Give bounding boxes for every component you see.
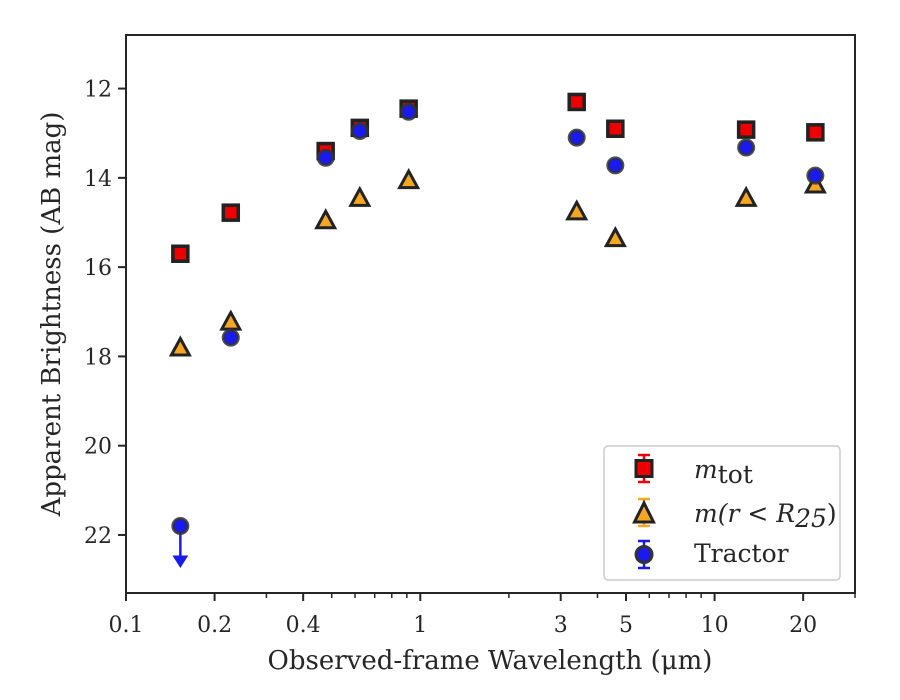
data-marks xyxy=(168,92,827,568)
m-r25-triangle-point xyxy=(314,208,338,230)
tractor-circle-point xyxy=(737,138,756,157)
mtot-square-point xyxy=(567,92,586,112)
mtot-square-point xyxy=(171,244,190,263)
m-r25-triangle-point xyxy=(348,185,372,207)
legend-m-r25-label: m(r < R25) xyxy=(694,499,837,533)
legend-entry-m-r25: m(r < R25) xyxy=(632,497,837,533)
tractor-upper-limit-arrow-head xyxy=(172,555,189,568)
x-tick-label: 20 xyxy=(789,613,817,638)
tractor-circle-point xyxy=(567,128,586,147)
legend-mtot-label: mtot xyxy=(694,455,753,489)
y-tick-label: 14 xyxy=(84,167,112,192)
tractor-circle-point xyxy=(350,121,369,140)
legend-tractor-marker xyxy=(634,545,654,564)
tractor-circle-point xyxy=(221,328,240,347)
legend-mtot-marker xyxy=(634,459,654,478)
m-r25-triangle-point xyxy=(397,167,421,190)
tractor-circle-point xyxy=(806,166,825,185)
y-tick-label: 16 xyxy=(84,256,112,281)
tractor-circle-point xyxy=(606,156,625,175)
m-r25-triangle-point xyxy=(734,185,758,207)
y-axis-label: Apparent Brightness (AB mag) xyxy=(37,112,67,518)
tractor-circle-point xyxy=(316,148,335,167)
legend-m-r25-marker xyxy=(632,499,656,524)
x-tick-label: 0.2 xyxy=(197,613,232,638)
mtot-square-point xyxy=(736,120,756,139)
legend-entry-mtot: mtot xyxy=(634,453,753,489)
m-r25-triangle-point xyxy=(603,225,627,248)
tractor-circle-point xyxy=(399,102,418,121)
x-tick-label: 10 xyxy=(701,613,729,638)
x-tick-label: 0.4 xyxy=(286,613,321,638)
x-axis-label: Observed-frame Wavelength (μm) xyxy=(268,646,713,676)
y-tick-label: 22 xyxy=(84,524,112,549)
x-tick-label: 1 xyxy=(413,613,427,638)
ticks: 0.1 0.2 0.4 1 3 5 10 20 12 14 16 18 20 22 xyxy=(84,78,856,638)
m-r25-triangle-point xyxy=(168,335,192,357)
mtot-square-point xyxy=(221,203,241,222)
y-tick-label: 18 xyxy=(84,345,112,370)
tractor-circle-point xyxy=(171,517,190,536)
x-tick-label: 5 xyxy=(619,613,633,638)
y-tick-label: 20 xyxy=(84,435,112,460)
mtot-square-point xyxy=(806,123,825,142)
legend-tractor-label: Tractor xyxy=(694,539,789,568)
plot-frame xyxy=(125,34,856,594)
legend: mtot m(r < R25) Tractor xyxy=(603,445,841,581)
m-r25-triangle-point xyxy=(565,199,589,221)
x-tick-label: 3 xyxy=(554,613,568,638)
legend-entry-tractor: Tractor xyxy=(634,539,789,570)
y-tick-label: 12 xyxy=(84,78,112,103)
legend-frame xyxy=(603,445,841,581)
mtot-square-point xyxy=(606,119,625,138)
x-tick-label: 0.1 xyxy=(109,613,144,638)
